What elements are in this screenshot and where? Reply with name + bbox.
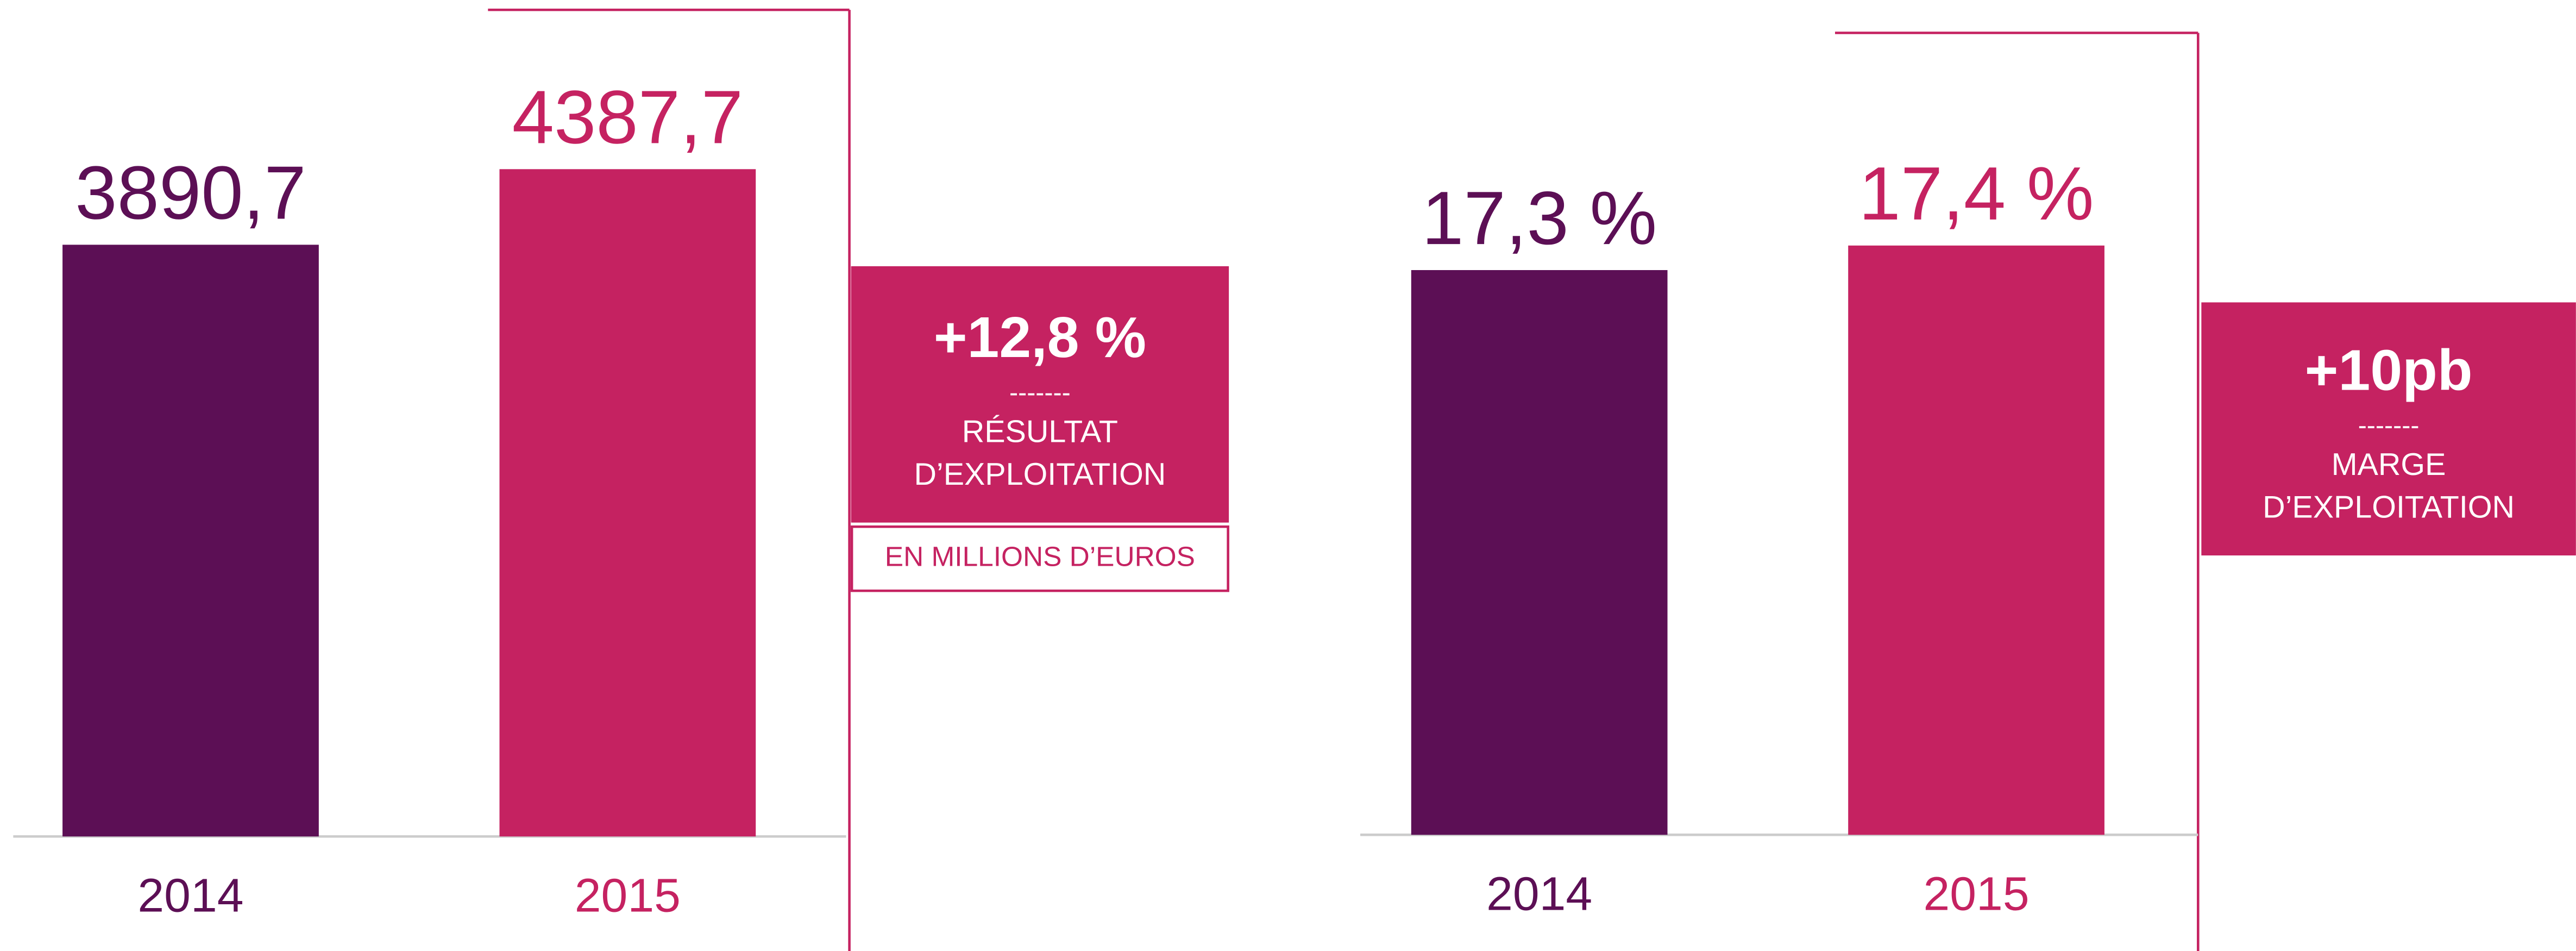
category-label: 2015: [1924, 867, 2030, 920]
value-label: 4387,7: [512, 75, 743, 159]
annotation-separator: -------: [2358, 411, 2420, 440]
unit-note: EN MILLIONS D’EUROS: [885, 541, 1195, 572]
category-label: 2014: [137, 868, 243, 922]
category-label: 2015: [575, 868, 681, 922]
annotation-headline: +10pb: [2305, 338, 2473, 402]
annotation-label: RÉSULTAT: [962, 415, 1118, 449]
unit-box: [850, 525, 1229, 592]
value-label: 17,3 %: [1422, 176, 1657, 260]
bar: [1411, 270, 1668, 835]
annotation-box: [2201, 302, 2576, 556]
annotation-label: D’EXPLOITATION: [914, 457, 1166, 492]
category-label: 2014: [1486, 867, 1592, 920]
value-label: 17,4 %: [1859, 152, 2094, 236]
annotation-separator: -------: [1009, 378, 1071, 408]
value-label: 3890,7: [75, 151, 306, 235]
bar: [62, 245, 319, 837]
bar: [499, 169, 756, 837]
annotation-label: D’EXPLOITATION: [2263, 490, 2515, 525]
annotation-headline: +12,8 %: [934, 305, 1146, 370]
annotation-label: MARGE: [2332, 447, 2446, 482]
annotation-box: [851, 266, 1229, 523]
bar: [1848, 245, 2104, 835]
